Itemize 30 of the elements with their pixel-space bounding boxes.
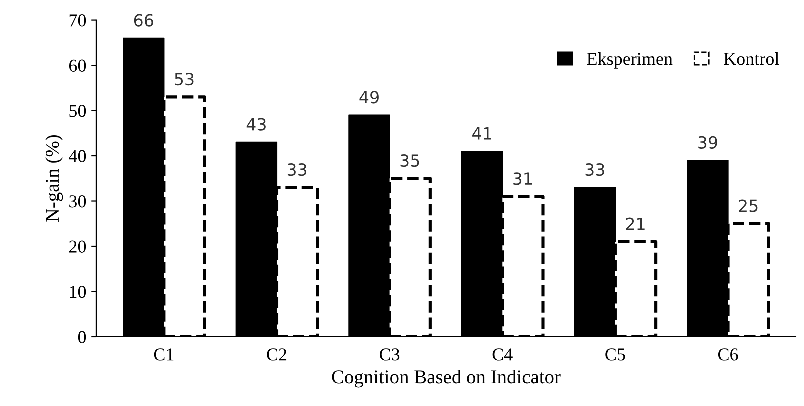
data-label: 41 — [472, 128, 492, 140]
y-tick-label: 60 — [69, 60, 86, 72]
data-label: 35 — [400, 154, 420, 168]
y-tick-label: 10 — [70, 286, 86, 298]
x-tick-label: C4 — [492, 348, 513, 361]
x-axis-title: Cognition Based on Indicator — [332, 370, 561, 388]
data-label: 53 — [175, 73, 194, 86]
data-label: 43 — [246, 118, 266, 131]
data-label: 49 — [360, 91, 379, 104]
data-label: 31 — [514, 172, 532, 186]
data-label: 25 — [739, 200, 758, 212]
data-label: 33 — [586, 164, 604, 176]
x-tick-label: C1 — [154, 348, 174, 361]
x-tick-label: C3 — [380, 348, 400, 361]
y-tick-label: 0 — [78, 331, 86, 344]
y-tick-label: 40 — [69, 150, 86, 162]
y-tick-label: 30 — [70, 196, 86, 208]
x-tick-label: C2 — [267, 348, 287, 361]
y-tick-label: 20 — [69, 240, 86, 253]
legend-label: Eksperimen — [587, 52, 673, 69]
y-tick-label: 50 — [70, 105, 86, 118]
data-label: 39 — [698, 136, 718, 149]
x-tick-label: C6 — [718, 348, 738, 361]
data-label: 21 — [626, 218, 645, 230]
x-tick-label: C5 — [606, 348, 626, 361]
data-label: 33 — [288, 164, 307, 176]
legend-label: Kontrol — [724, 52, 780, 66]
data-label: 66 — [134, 14, 154, 27]
y-axis-title: N-gain (%) — [45, 135, 64, 222]
y-tick-label: 70 — [70, 14, 86, 27]
